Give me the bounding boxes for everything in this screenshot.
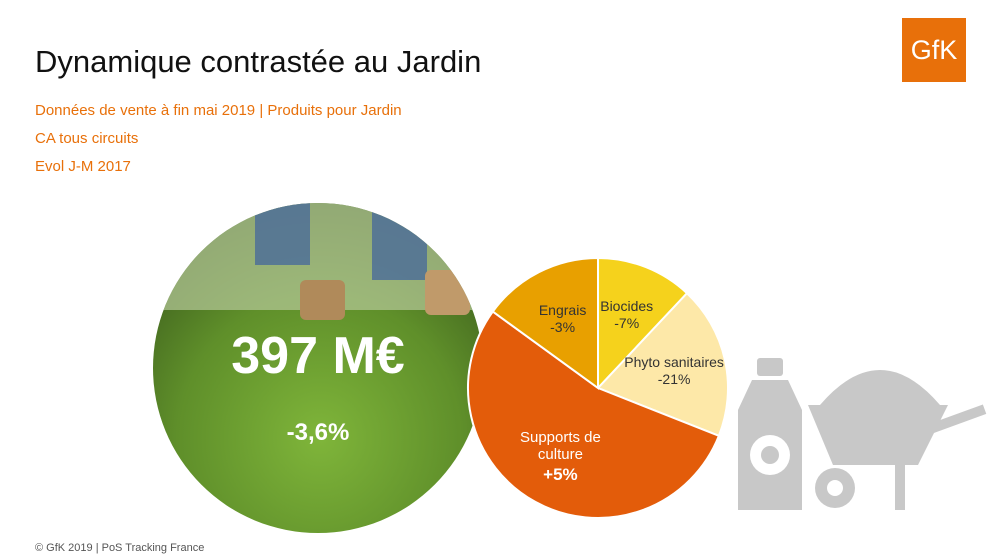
- logo-box: [902, 18, 966, 82]
- category-name: Engrais: [538, 301, 587, 318]
- title: Dynamique contrastée au Jardin: [35, 44, 482, 79]
- bottle-icon: [738, 358, 802, 510]
- category-name: Phyto sanitaires: [624, 353, 724, 370]
- subtitle: Evol J-M 2017: [35, 158, 131, 175]
- category-change: +5%: [543, 465, 578, 485]
- subtitle: CA tous circuits: [35, 130, 139, 147]
- hero-value: 397 M€: [231, 327, 404, 385]
- pie-slice: [597, 256, 689, 391]
- hero-change: -3,6%: [287, 419, 350, 446]
- category-change: -3%: [550, 318, 576, 335]
- subtitle: Données de vente à fin mai 2019 | Produi…: [35, 102, 402, 119]
- pie-slice: [467, 310, 721, 519]
- slice-label: Phyto sanitaires -21%: [619, 354, 729, 388]
- slice-label: Supports de culture +5%: [505, 429, 615, 483]
- slice-label: Engrais -3%: [508, 302, 618, 336]
- category-change: -7%: [614, 315, 640, 332]
- category-name: Biocides: [600, 298, 654, 315]
- category-name: Supports de culture: [519, 429, 601, 464]
- footer: © GfK 2019 | PoS Tracking France: [35, 542, 205, 554]
- logo: GfK: [911, 35, 958, 65]
- pie-slice: [491, 256, 599, 390]
- wheelbarrow-icon: [808, 370, 987, 510]
- category-change: -21%: [657, 370, 691, 387]
- slice-label: Biocides -7%: [572, 298, 682, 332]
